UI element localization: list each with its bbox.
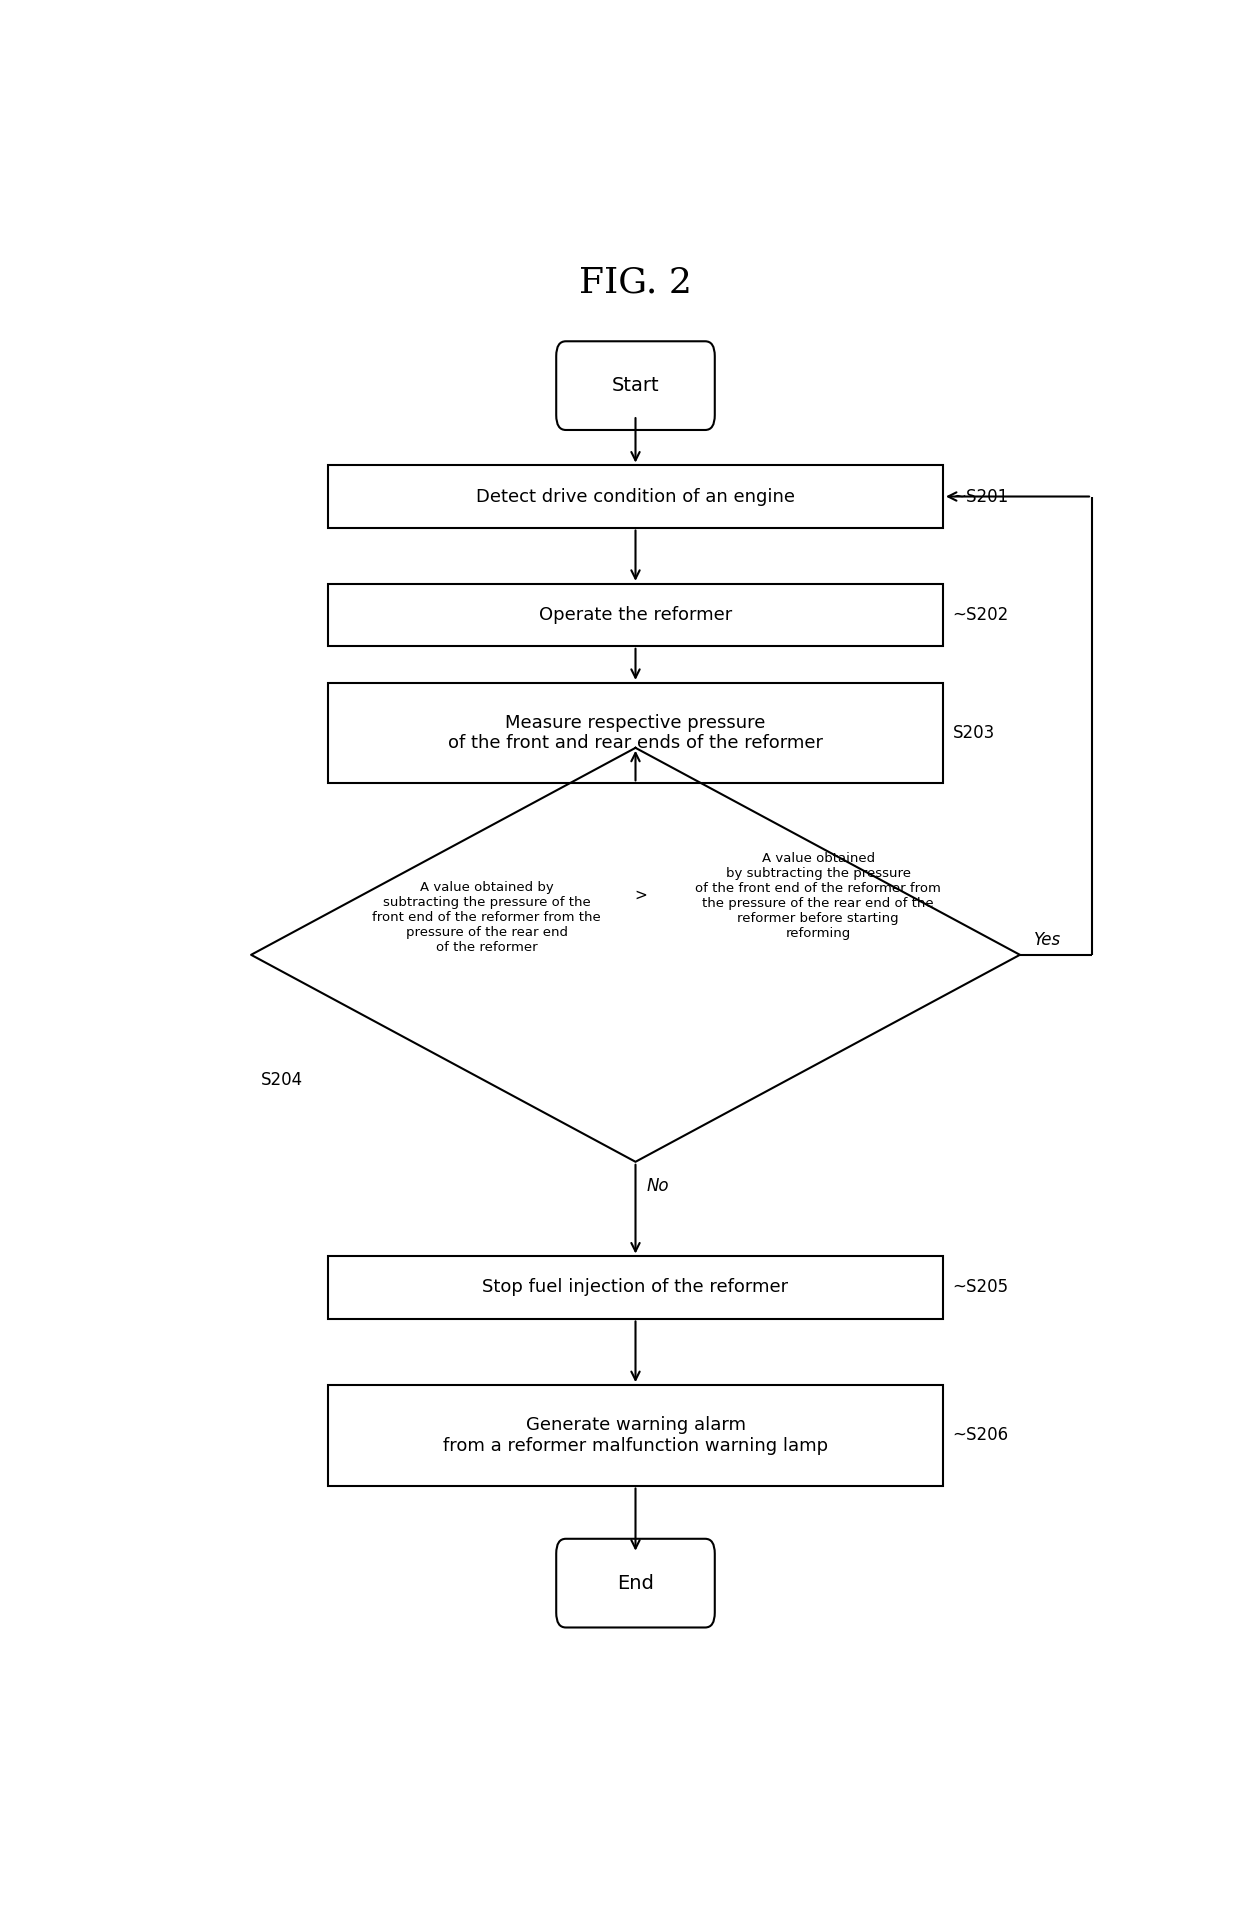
Text: End: End: [618, 1574, 653, 1592]
Text: Operate the reformer: Operate the reformer: [539, 607, 732, 624]
Text: Detect drive condition of an engine: Detect drive condition of an engine: [476, 488, 795, 505]
Text: ~S206: ~S206: [952, 1427, 1009, 1444]
Bar: [327, 465, 944, 528]
Text: ~S202: ~S202: [952, 607, 1009, 624]
Text: FIG. 2: FIG. 2: [579, 265, 692, 300]
Text: S204: S204: [260, 1071, 303, 1089]
Text: Stop fuel injection of the reformer: Stop fuel injection of the reformer: [482, 1279, 789, 1296]
Bar: [327, 1256, 944, 1319]
Text: A value obtained
by subtracting the pressure
of the front end of the reformer fr: A value obtained by subtracting the pres…: [696, 852, 941, 939]
Text: Generate warning alarm
from a reformer malfunction warning lamp: Generate warning alarm from a reformer m…: [443, 1415, 828, 1455]
Text: A value obtained by
subtracting the pressure of the
front end of the reformer fr: A value obtained by subtracting the pres…: [372, 881, 601, 954]
Text: >: >: [634, 889, 647, 902]
Text: ~S205: ~S205: [952, 1279, 1009, 1296]
Text: S203: S203: [952, 724, 994, 741]
Bar: [327, 684, 944, 783]
Bar: [327, 1384, 944, 1486]
Text: Start: Start: [611, 376, 660, 396]
Text: ~S201: ~S201: [952, 488, 1009, 505]
Text: Measure respective pressure
of the front and rear ends of the reformer: Measure respective pressure of the front…: [448, 714, 823, 753]
FancyBboxPatch shape: [557, 342, 714, 430]
Bar: [327, 584, 944, 645]
Text: No: No: [647, 1177, 670, 1194]
FancyBboxPatch shape: [557, 1538, 714, 1628]
Text: Yes: Yes: [1034, 931, 1061, 948]
